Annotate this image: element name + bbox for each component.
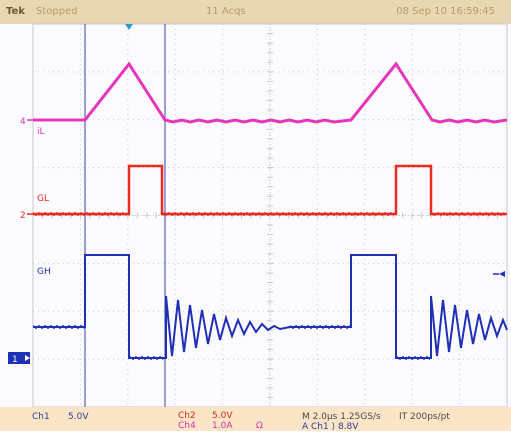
svg-text:4: 4 — [20, 117, 26, 127]
trace-gl-label: GL — [37, 194, 49, 204]
acquisition-status: Stopped — [36, 6, 78, 17]
acquisition-count: 11 Acqs — [206, 6, 246, 17]
trigger-level-icon — [499, 271, 505, 277]
ch4-label[interactable]: Ch4 — [178, 421, 196, 431]
trace-gl-noise — [32, 211, 505, 217]
ch4-ground-marker[interactable]: 4 — [20, 117, 33, 127]
date-time: 08 Sep 10 16:59:45 — [396, 6, 495, 17]
ch1-ground-marker[interactable]: 1 — [8, 352, 30, 365]
record-resolution: IT 200ps/pt — [399, 412, 450, 422]
ch2-scale[interactable]: 5.0V — [212, 411, 233, 421]
ch1-label[interactable]: Ch1 — [32, 412, 50, 422]
trigger-position-icon — [125, 24, 133, 30]
svg-text:2: 2 — [20, 211, 26, 221]
trace-gh-label: GH — [37, 267, 51, 277]
status-bar: Tek Stopped 11 Acqs 08 Sep 10 16:59:45 — [0, 0, 511, 24]
ch4-coupling: Ω — [256, 421, 263, 431]
trigger-setting[interactable]: A Ch1 ⟩ 8.8V — [302, 422, 359, 432]
ch2-label[interactable]: Ch2 — [178, 411, 196, 421]
trace-il — [33, 61, 508, 124]
ch2-ground-marker[interactable]: 2 — [20, 211, 33, 221]
settings-readout: Ch1 5.0V Ch2 5.0V Ch4 1.0A Ω M 2.0μs 1.2… — [0, 407, 511, 432]
svg-text:1: 1 — [12, 355, 18, 365]
brand-label: Tek — [6, 6, 25, 17]
ch4-scale[interactable]: 1.0A — [212, 421, 233, 431]
trace-gh-ringing — [32, 324, 431, 361]
trace-il-label: iL — [37, 127, 45, 137]
ch1-scale[interactable]: 5.0V — [68, 412, 89, 422]
horizontal-scale[interactable]: M 2.0μs 1.25GS/s — [302, 412, 381, 422]
trace-gh — [33, 254, 508, 359]
